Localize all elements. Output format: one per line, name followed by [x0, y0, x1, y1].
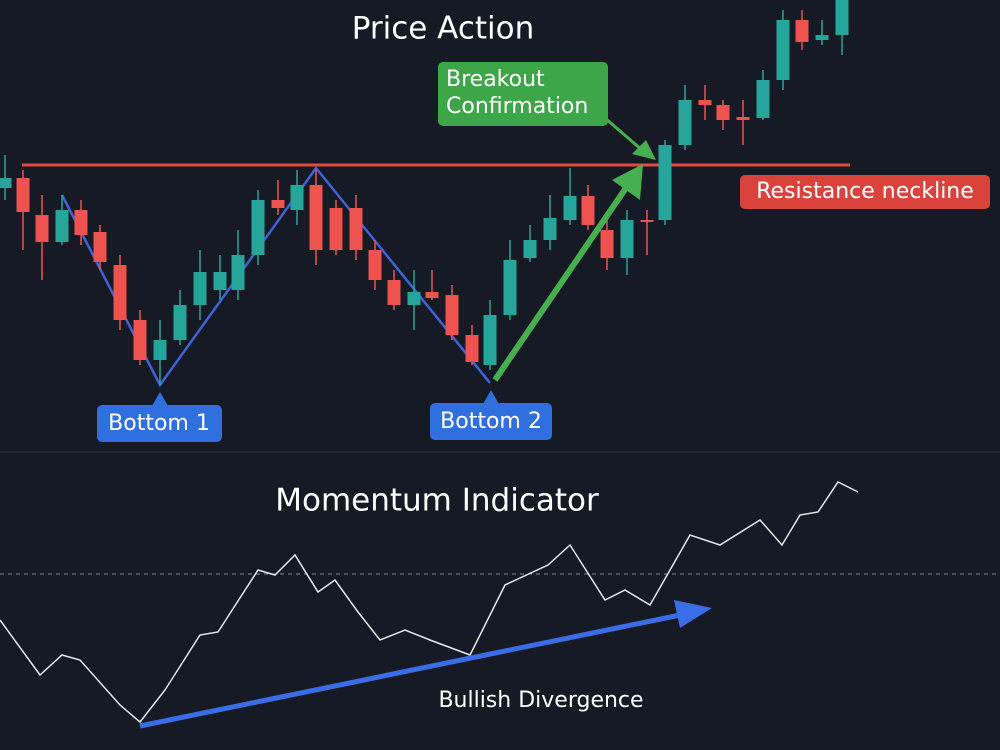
- candle-body: [231, 255, 245, 290]
- candle-body: [425, 292, 439, 298]
- candle-body: [213, 272, 227, 290]
- candle-body: [0, 178, 12, 188]
- candle-body: [698, 100, 712, 105]
- divergence-label: Bullish Divergence: [438, 688, 643, 713]
- candle-body: [271, 200, 285, 208]
- bottom-label: Bottom 2: [440, 409, 542, 434]
- bottom-box: [430, 403, 552, 440]
- candle-body: [483, 315, 497, 365]
- candle-body: [251, 200, 265, 255]
- breakout-label: Confirmation: [446, 94, 588, 119]
- candle-body: [523, 240, 537, 258]
- candle-body: [74, 210, 88, 235]
- breakout-arrow: [492, 180, 633, 382]
- candle-body: [173, 305, 187, 340]
- chart-title: Momentum Indicator: [275, 483, 599, 519]
- candle-body: [600, 230, 614, 258]
- candle-body: [349, 208, 363, 250]
- bottom-box: [97, 405, 222, 442]
- breakout-label: Breakout: [446, 67, 545, 92]
- breakout-box: [438, 62, 608, 126]
- annotations: Breakout Confirmation Resistance necklin…: [97, 11, 990, 729]
- breakout-arrow-head: [612, 164, 643, 200]
- candle-body: [445, 295, 459, 335]
- pointer: [152, 392, 168, 406]
- candle-body: [153, 340, 167, 360]
- candle-body: [736, 117, 750, 120]
- candle-body: [658, 145, 672, 220]
- divergence-arrow: [139, 611, 686, 729]
- candle-body: [93, 232, 107, 262]
- candle-body: [329, 208, 343, 250]
- candle-body: [133, 320, 147, 360]
- neckline-box: [740, 175, 990, 209]
- candle-body: [678, 100, 692, 145]
- candle-body: [113, 265, 127, 320]
- candle-body: [407, 292, 421, 305]
- candle-body: [290, 185, 304, 210]
- candle-body: [716, 105, 730, 120]
- divergence-arrow-head: [674, 600, 712, 628]
- candle-body: [795, 20, 809, 42]
- neckline-label: Resistance neckline: [756, 179, 974, 204]
- bottom-label: Bottom 1: [108, 411, 210, 436]
- candle-body: [776, 20, 790, 80]
- candle-body: [35, 215, 49, 242]
- callout-arrow-head: [632, 140, 656, 160]
- candle-body: [756, 80, 770, 118]
- candle-body: [309, 185, 323, 250]
- candle-body: [465, 335, 479, 362]
- momentum-line: [0, 481, 859, 724]
- candle-body: [620, 220, 634, 258]
- candle-body: [503, 260, 517, 315]
- candle-body: [193, 272, 207, 305]
- chart-title: Price Action: [352, 11, 535, 47]
- candle-body: [16, 178, 30, 212]
- candle-body: [581, 196, 595, 225]
- candle-body: [835, 0, 849, 35]
- candle-body: [815, 35, 829, 40]
- candle-body: [543, 218, 557, 240]
- candle-body: [368, 250, 382, 280]
- candles: [0, 0, 849, 385]
- candle-body: [55, 210, 69, 242]
- pointer: [483, 390, 499, 404]
- candle-body: [563, 196, 577, 220]
- candle-body: [640, 220, 654, 222]
- candle-body: [387, 280, 401, 305]
